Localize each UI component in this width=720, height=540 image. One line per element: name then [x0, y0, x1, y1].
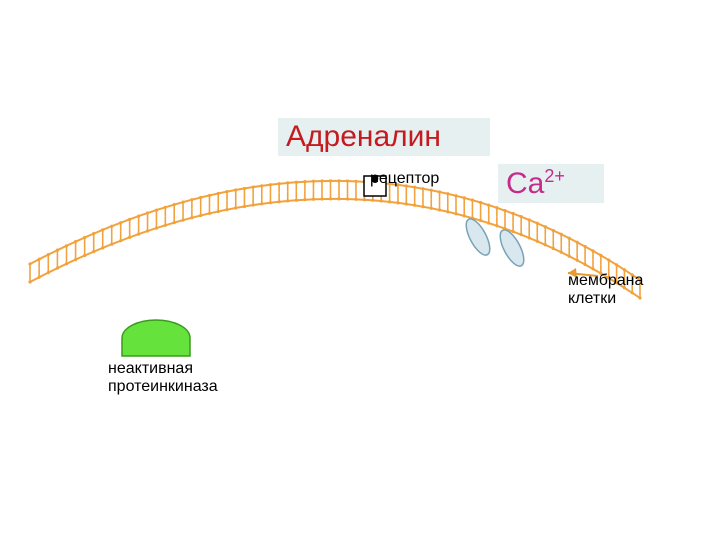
- kinase-label: неактивная протеинкиназа: [108, 360, 218, 396]
- adrenaline-title: Адреналин: [278, 118, 490, 156]
- calcium-symbol: Ca: [506, 167, 544, 200]
- kinase-shape: [122, 320, 190, 356]
- ion-channels: [462, 216, 529, 270]
- kinase-label-line2: протеинкиназа: [108, 378, 218, 395]
- membrane-label: мембрана клетки: [568, 272, 643, 308]
- membrane-label-line1: мембрана: [568, 272, 643, 289]
- diagram-svg: [0, 0, 720, 540]
- calcium-text: Ca2+: [506, 167, 565, 200]
- kinase-label-line1: неактивная: [108, 360, 193, 377]
- calcium-box: Ca2+: [498, 164, 604, 203]
- receptor-label: рецептор: [370, 170, 439, 188]
- membrane-label-line2: клетки: [568, 290, 616, 307]
- calcium-superscript: 2+: [544, 166, 565, 186]
- adrenaline-title-text: Адреналин: [286, 120, 441, 153]
